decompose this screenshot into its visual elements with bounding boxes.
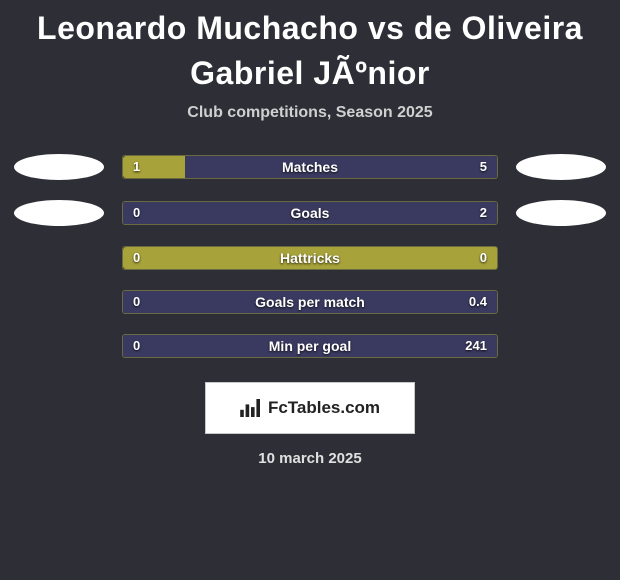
stat-label: Hattricks: [123, 247, 497, 269]
stat-row: 02Goals: [0, 200, 620, 226]
player-left-oval: [14, 154, 104, 180]
stat-row: 00Hattricks: [0, 246, 620, 270]
stat-row: 15Matches: [0, 154, 620, 180]
stat-bar: 00Hattricks: [122, 246, 498, 270]
stat-bar: 0241Min per goal: [122, 334, 498, 358]
stat-bar: 02Goals: [122, 201, 498, 225]
player-right-oval: [516, 200, 606, 226]
player-right-oval: [516, 154, 606, 180]
comparison-title: Leonardo Muchacho vs de Oliveira Gabriel…: [0, 0, 620, 96]
stat-label: Goals per match: [123, 291, 497, 313]
stat-label: Min per goal: [123, 335, 497, 357]
comparison-subtitle: Club competitions, Season 2025: [0, 104, 620, 122]
stat-row: 00.4Goals per match: [0, 290, 620, 314]
stat-bar: 00.4Goals per match: [122, 290, 498, 314]
chart-icon: [240, 399, 262, 417]
stat-row: 0241Min per goal: [0, 334, 620, 358]
stat-label: Matches: [123, 156, 497, 178]
stat-bar: 15Matches: [122, 155, 498, 179]
footer-date: 10 march 2025: [0, 450, 620, 467]
brand-text: FcTables.com: [268, 398, 380, 418]
brand-badge: FcTables.com: [205, 382, 415, 434]
player-left-oval: [14, 200, 104, 226]
stat-label: Goals: [123, 202, 497, 224]
stats-container: 15Matches 02Goals 00Hattricks 00.4Goals per…: [0, 154, 620, 358]
